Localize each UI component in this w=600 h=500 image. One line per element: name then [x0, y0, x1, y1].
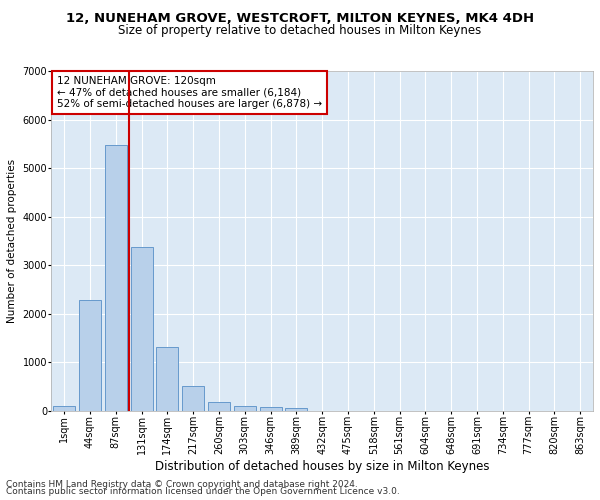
Bar [260, 408, 281, 411]
Y-axis label: Number of detached properties: Number of detached properties [7, 159, 17, 323]
Text: 12, NUNEHAM GROVE, WESTCROFT, MILTON KEYNES, MK4 4DH: 12, NUNEHAM GROVE, WESTCROFT, MILTON KEY… [66, 12, 534, 26]
Text: Size of property relative to detached houses in Milton Keynes: Size of property relative to detached ho… [118, 24, 482, 37]
Text: Contains public sector information licensed under the Open Government Licence v3: Contains public sector information licen… [6, 488, 400, 496]
Text: 12 NUNEHAM GROVE: 120sqm
← 47% of detached houses are smaller (6,184)
52% of sem: 12 NUNEHAM GROVE: 120sqm ← 47% of detach… [57, 76, 322, 109]
Bar [53, 406, 75, 411]
Bar [157, 347, 178, 411]
Bar [234, 406, 256, 411]
X-axis label: Distribution of detached houses by size in Milton Keynes: Distribution of detached houses by size … [155, 460, 490, 473]
Bar [208, 402, 230, 411]
Bar [131, 246, 152, 411]
Text: Contains HM Land Registry data © Crown copyright and database right 2024.: Contains HM Land Registry data © Crown c… [6, 480, 358, 489]
Bar [105, 144, 127, 411]
Bar [182, 386, 204, 411]
Bar [79, 300, 101, 411]
Bar [286, 408, 307, 411]
